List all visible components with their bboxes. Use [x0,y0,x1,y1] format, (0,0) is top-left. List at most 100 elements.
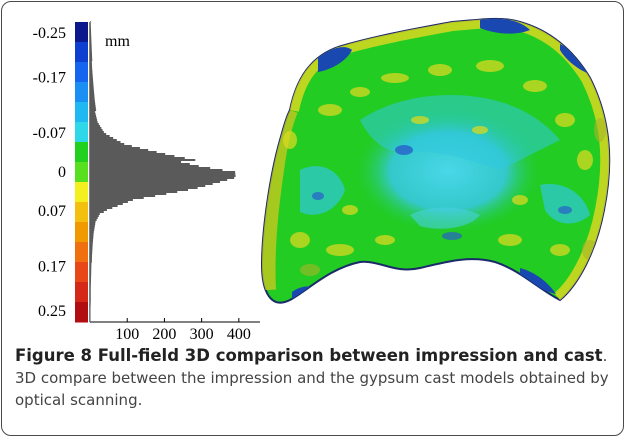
histogram-bar [90,23,91,25]
histogram-bar [90,261,92,263]
histogram-bar [90,161,182,163]
colorbar-segment [75,102,88,123]
histogram-bar [90,263,92,265]
histogram-bar [90,135,110,137]
histogram-bar [90,145,132,147]
histogram-bar [90,197,144,199]
histogram-bar [90,63,92,65]
histogram-bar [90,57,93,59]
histogram-bar [90,267,92,269]
histogram-bar [90,303,91,305]
colorbar-segment [75,62,88,83]
histogram-bar [90,71,93,73]
histogram-bar [90,39,92,41]
histogram-bar [90,31,92,33]
histogram-bar [90,271,92,273]
colorbar-segment [75,222,88,243]
histogram-bar [90,177,235,179]
histogram-bar [90,275,92,277]
histogram-bars [90,21,236,323]
histogram-bar [90,53,92,55]
histogram-bar [90,235,94,237]
histogram-bar [90,27,91,29]
histogram-bar [90,81,94,83]
histogram-bar [90,211,104,213]
histogram-bar [90,295,91,297]
histogram-bar [90,163,190,165]
histogram-bar [90,213,100,215]
histogram-bar [90,67,93,69]
histogram-bar [90,191,178,193]
histogram-bar [90,137,114,139]
caption-title: Figure 8 Full-field 3D comparison betwee… [15,346,603,365]
histogram-bar [90,101,96,103]
histogram-bar [90,109,97,111]
figure-caption: Figure 8 Full-field 3D comparison betwee… [15,345,615,411]
colorbar-tick-label: 0.07 [38,203,66,220]
histogram-bar [90,79,94,81]
rim-band [281,18,610,303]
histogram-bar [90,313,91,315]
histogram-bar [90,221,96,223]
histogram-bar [90,201,128,203]
histogram-bar [90,279,91,281]
colorbar-segment [75,122,88,143]
histogram-bar [90,317,91,319]
colorbar-tick-label: 0.17 [38,258,66,275]
histogram-bar [90,151,157,153]
histogram-bar [90,65,92,67]
colorbar-tick-label: -0.17 [33,70,66,87]
colorbar-tick-label: -0.07 [33,125,66,142]
histogram-bar [90,35,92,37]
histogram-bar [90,187,198,189]
colorbar-labels: -0.25 -0.17 -0.07 0 0.07 0.17 0.25 [33,25,66,320]
colorbar-segment [75,302,88,323]
histogram-bar [90,209,107,211]
histogram-bar [90,117,97,119]
histogram-bar [90,251,93,253]
histogram-bar [90,311,91,313]
histogram-bar [90,237,94,239]
histogram-bar [90,171,236,173]
histogram-bar [90,159,196,161]
histogram-bar [90,105,96,107]
histogram-bar [90,223,96,225]
histogram-bar [90,265,92,267]
histogram-bar [90,307,91,309]
histogram-bar [90,229,95,231]
histogram-bar [90,243,93,245]
histogram-bar [90,169,223,171]
histogram-bar [90,91,95,93]
histogram-bar [90,49,92,51]
histogram-bar [90,239,94,241]
histogram-bar [90,321,91,323]
histogram-bar [90,111,96,113]
histogram-bar [90,59,93,61]
histogram-bar [90,133,107,135]
histogram-bar [90,167,211,169]
histogram-bar [90,93,95,95]
colorbar-segment [75,22,88,43]
histogram-bar [90,287,91,289]
histogram-bar [90,55,93,57]
histogram-bar [90,129,103,131]
histogram-bar [90,205,118,207]
histogram-bar [90,183,213,185]
histogram-x-tick-label: 100 [115,326,139,343]
histogram-bar [90,289,91,291]
figure-graphic: -0.25 -0.17 -0.07 0 0.07 0.17 0.25 mm 100 200 30… [33,17,611,343]
colorbar-tick-label: 0.25 [38,303,66,320]
histogram-x-ticks: 100 200 300 400 [115,318,251,343]
histogram-bar [90,173,236,175]
histogram-bar [90,299,91,301]
colorbar-segment [75,162,88,183]
histogram-bar [90,95,95,97]
histogram-bar [90,25,91,27]
histogram-bar [90,83,94,85]
histogram-bar [90,189,188,191]
histogram-bar [90,193,167,195]
histogram-bar [90,119,98,121]
histogram-bar [90,155,175,157]
histogram-bar [90,37,92,39]
histogram-bar [90,241,93,243]
